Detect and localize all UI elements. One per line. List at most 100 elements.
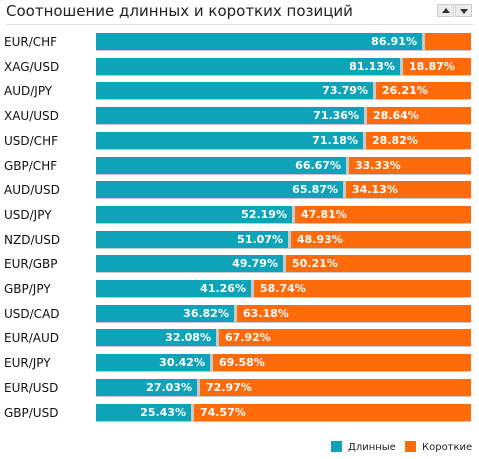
legend-swatch-long <box>331 441 342 452</box>
bar-long <box>96 206 292 223</box>
bar-row: 41.26% 58.74% <box>96 280 471 298</box>
data-label-short: 48.93% <box>297 233 343 246</box>
bar-long <box>96 132 363 149</box>
bar-long <box>96 255 283 272</box>
bar-short <box>213 354 471 371</box>
bar-short <box>366 132 471 149</box>
category-label: USD/JPY <box>4 208 52 222</box>
bar-short <box>194 404 471 421</box>
bar-short <box>291 231 471 248</box>
data-label-long: 49.79% <box>232 257 278 270</box>
bar-long <box>96 329 216 346</box>
bar-long <box>96 33 422 50</box>
title-divider <box>6 24 473 25</box>
bar-short <box>237 305 471 322</box>
category-label: XAU/USD <box>4 109 59 123</box>
legend-swatch-short <box>405 441 416 452</box>
data-label-short: 47.81% <box>301 208 347 221</box>
bar-row: 73.79% 26.21% <box>96 82 471 100</box>
bar-row: 27.03% 72.97% <box>96 379 471 397</box>
data-label-long: 86.91% <box>371 35 417 48</box>
bar-short <box>286 255 471 272</box>
bar-long <box>96 58 400 75</box>
data-label-long: 32.08% <box>165 331 211 344</box>
bar-row: 52.19% 47.81% <box>96 206 471 224</box>
bar-row: 51.07% 48.93% <box>96 231 471 249</box>
category-label: GBP/JPY <box>4 282 51 296</box>
data-label-short: 72.97% <box>206 381 252 394</box>
scroll-up-button[interactable] <box>437 4 454 17</box>
category-label: EUR/AUD <box>4 331 59 345</box>
bar-short <box>349 157 471 174</box>
bar-row: 25.43% 74.57% <box>96 404 471 422</box>
chart-title: Соотношение длинных и коротких позиций <box>6 2 353 20</box>
category-label: AUD/JPY <box>4 84 53 98</box>
bar-row: 71.36% 28.64% <box>96 107 471 125</box>
bar-row: 36.82% 63.18% <box>96 305 471 323</box>
bar-long <box>96 82 373 99</box>
bar-short <box>200 379 471 396</box>
bar-row: 65.87% 34.13% <box>96 181 471 199</box>
data-label-long: 27.03% <box>146 381 192 394</box>
data-label-short: 67.92% <box>225 331 271 344</box>
bar-long <box>96 107 364 124</box>
category-label: USD/CAD <box>4 307 60 321</box>
category-label: EUR/USD <box>4 381 59 395</box>
data-label-long: 71.18% <box>312 134 358 147</box>
bar-row: 30.42% 69.58% <box>96 354 471 372</box>
category-label: USD/CHF <box>4 134 58 148</box>
data-label-long: 65.87% <box>292 183 338 196</box>
bar-long <box>96 231 288 248</box>
data-label-long: 73.79% <box>322 84 368 97</box>
legend-label-short: Короткие <box>422 442 473 453</box>
bar-short <box>376 82 471 99</box>
data-label-long: 25.43% <box>140 406 186 419</box>
data-label-short: 69.58% <box>219 356 265 369</box>
legend-item-long: Длинные <box>331 441 396 453</box>
bar-long <box>96 157 346 174</box>
bar-row: 32.08% 67.92% <box>96 329 471 347</box>
data-label-short: 28.64% <box>373 109 419 122</box>
data-label-long: 41.26% <box>200 282 246 295</box>
scroll-down-button[interactable] <box>455 4 472 17</box>
bar-short <box>367 107 471 124</box>
data-label-short: 26.21% <box>382 84 428 97</box>
bar-long <box>96 404 191 421</box>
data-label-short: 58.74% <box>260 282 306 295</box>
data-label-long: 36.82% <box>183 307 229 320</box>
bar-short <box>219 329 471 346</box>
bar-long <box>96 379 197 396</box>
bar-short <box>346 181 471 198</box>
category-label: XAG/USD <box>4 60 60 74</box>
bar-row: 49.79% 50.21% <box>96 255 471 273</box>
data-label-short: 33.33% <box>355 159 401 172</box>
bar-short <box>403 58 471 75</box>
legend-label-long: Длинные <box>348 442 396 453</box>
bar-row: 66.67% 33.33% <box>96 157 471 175</box>
category-label: EUR/JPY <box>4 356 51 370</box>
bar-short <box>295 206 471 223</box>
category-label: AUD/USD <box>4 183 60 197</box>
data-label-short: 50.21% <box>292 257 338 270</box>
category-label: GBP/USD <box>4 406 59 420</box>
data-label-short: 34.13% <box>352 183 398 196</box>
bar-row: 86.91% <box>96 33 471 51</box>
bar-long <box>96 181 343 198</box>
category-label: NZD/USD <box>4 233 61 247</box>
bar-row: 81.13% 18.87% <box>96 58 471 76</box>
bar-row: 71.18% 28.82% <box>96 132 471 150</box>
category-label: GBP/CHF <box>4 159 58 173</box>
bar-short <box>254 280 471 297</box>
data-label-short: 74.57% <box>200 406 246 419</box>
category-label: EUR/CHF <box>4 35 58 49</box>
data-label-long: 52.19% <box>241 208 287 221</box>
data-label-short: 63.18% <box>243 307 289 320</box>
data-label-short: 18.87% <box>409 60 455 73</box>
bar-long <box>96 354 210 371</box>
data-label-long: 81.13% <box>349 60 395 73</box>
bar-long <box>96 305 234 322</box>
bar-short <box>425 33 471 50</box>
data-label-long: 71.36% <box>313 109 359 122</box>
data-label-long: 66.67% <box>295 159 341 172</box>
legend-item-short: Короткие <box>405 441 472 453</box>
